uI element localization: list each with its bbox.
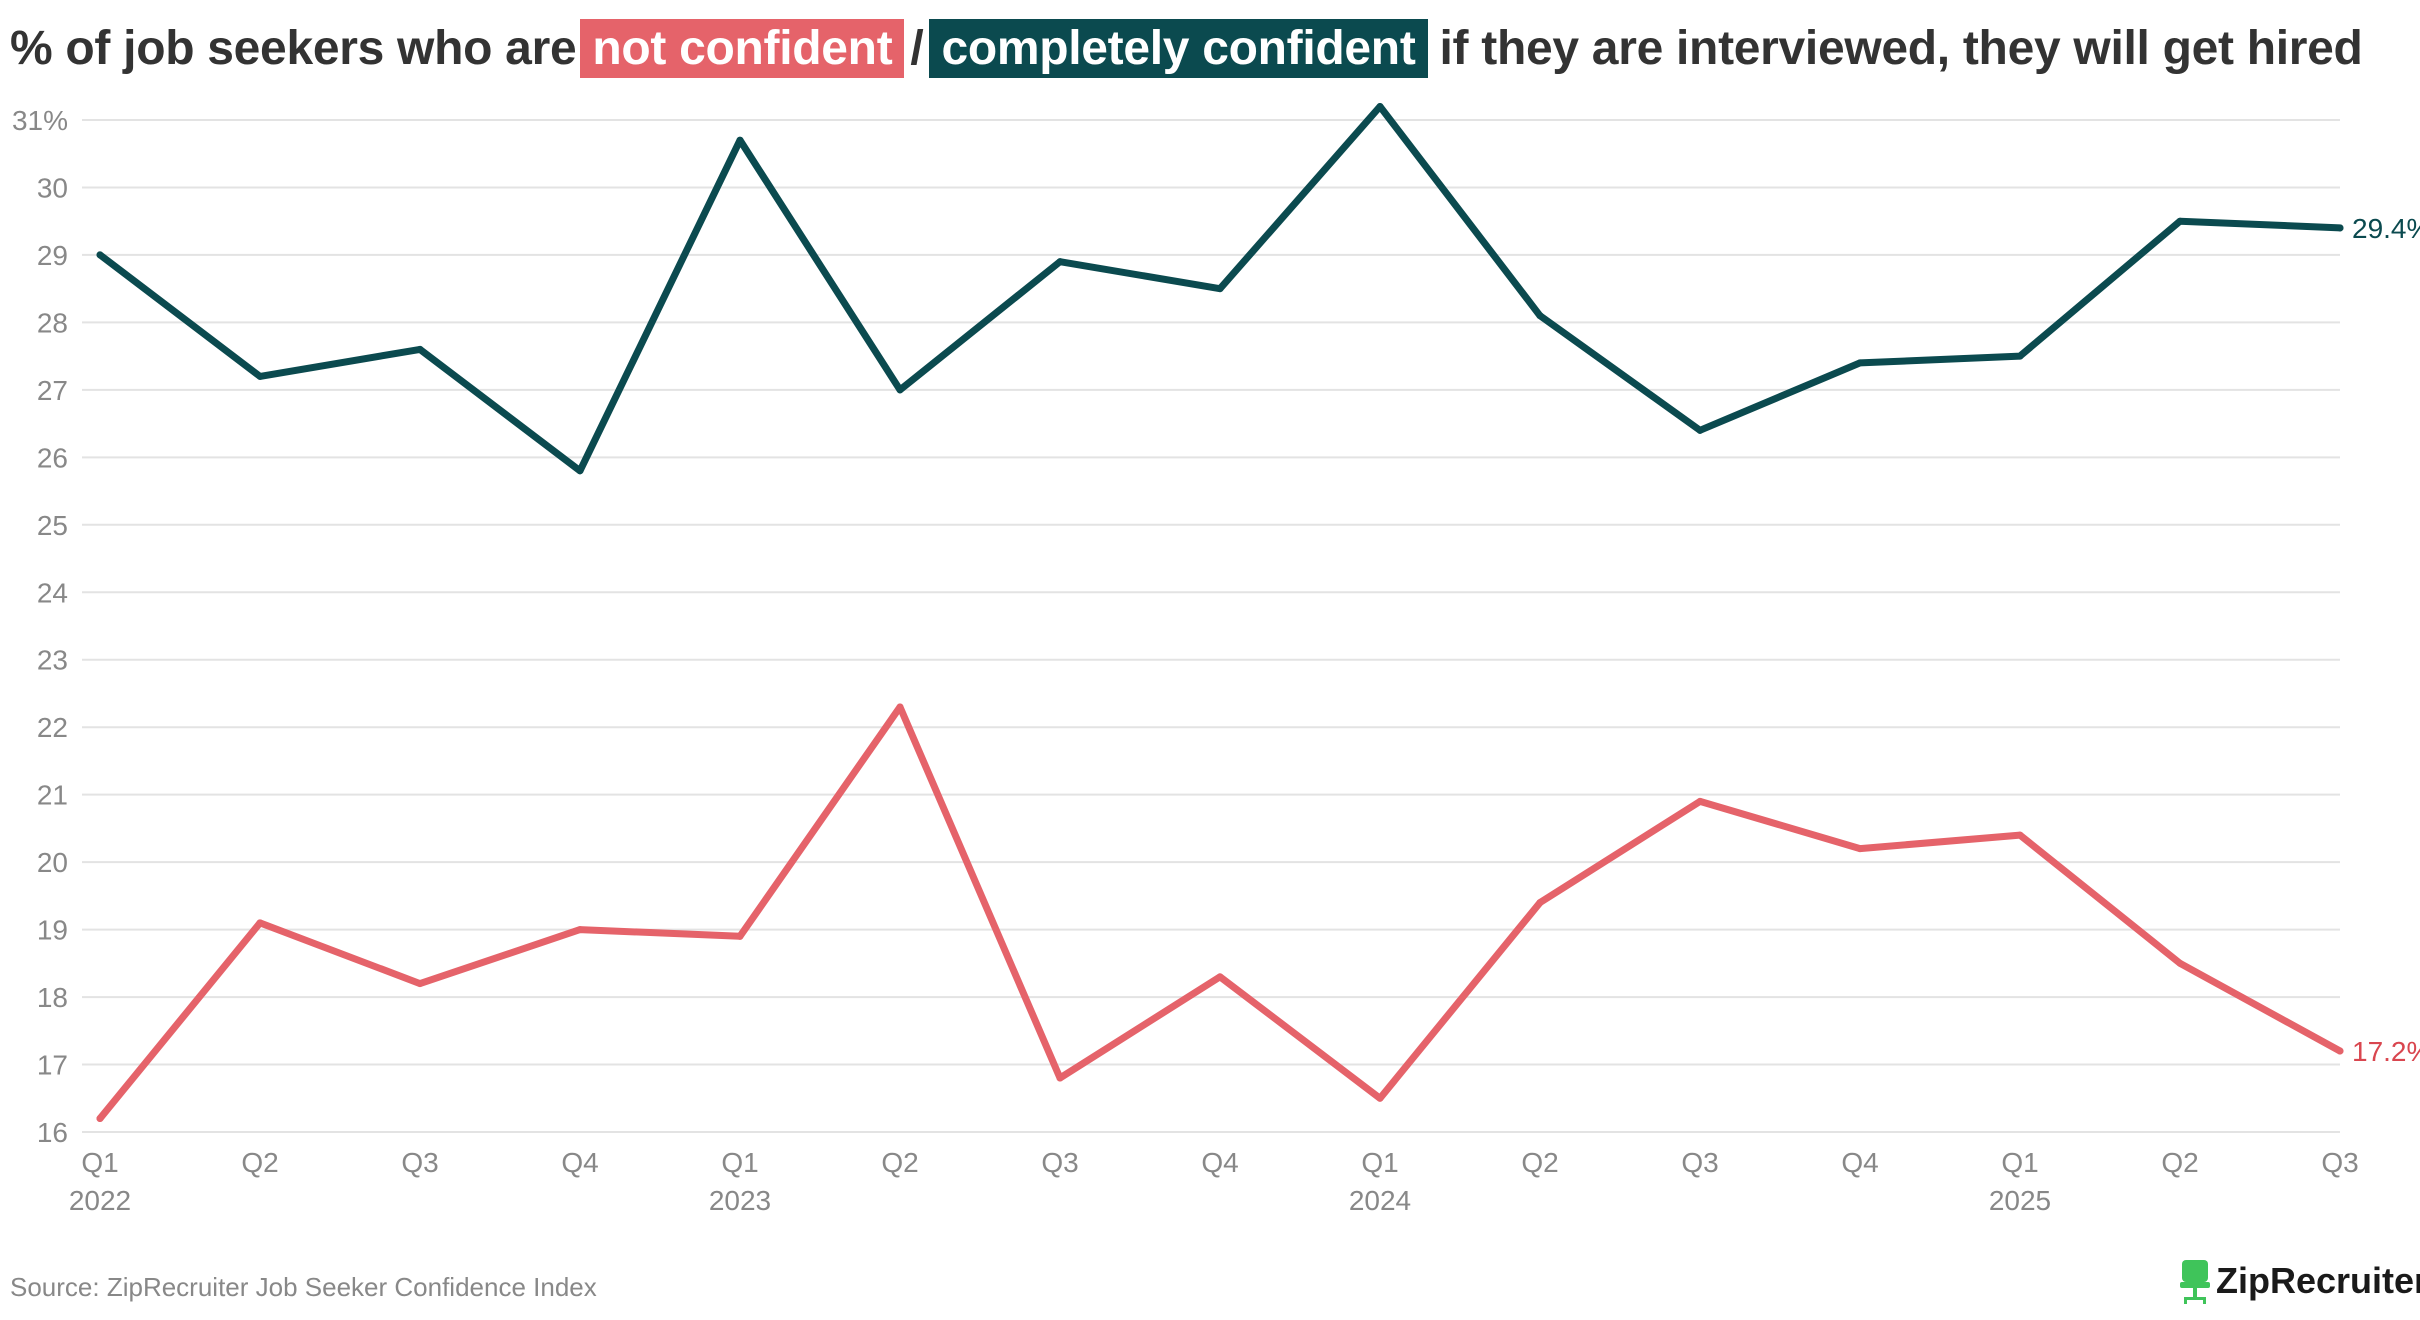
data-point-completely-confident xyxy=(736,136,744,144)
source-note: Source: ZipRecruiter Job Seeker Confiden… xyxy=(10,1272,597,1302)
x-year-label: 2023 xyxy=(709,1185,771,1216)
data-point-not-confident xyxy=(2176,959,2184,967)
y-tick-label: 27 xyxy=(37,375,68,406)
data-point-completely-confident xyxy=(1056,258,1064,266)
series-lines xyxy=(96,103,2344,1123)
x-tick-label: Q3 xyxy=(1681,1147,1718,1178)
x-tick-label: Q4 xyxy=(561,1147,598,1178)
title-separator: / xyxy=(910,21,924,75)
y-tick-label: 16 xyxy=(37,1117,68,1148)
data-point-not-confident xyxy=(576,926,584,934)
data-point-not-confident xyxy=(416,980,424,988)
title-suffix: if they are interviewed, they will get h… xyxy=(1439,21,2363,75)
end-label-completely-confident: 29.4% xyxy=(2352,213,2420,244)
x-tick-label: Q3 xyxy=(2321,1147,2358,1178)
data-point-not-confident xyxy=(1536,899,1544,907)
x-tick-label: Q1 xyxy=(1361,1147,1398,1178)
y-tick-label: 19 xyxy=(37,915,68,946)
x-tick-label: Q3 xyxy=(1041,1147,1078,1178)
brand-name: ZipRecruiter xyxy=(2216,1260,2420,1301)
gridlines xyxy=(82,119,2340,1133)
data-point-not-confident xyxy=(2016,831,2024,839)
chart-title: % of job seekers who are not confident /… xyxy=(10,8,2363,88)
y-tick-label: 25 xyxy=(37,510,68,541)
y-tick-label: 26 xyxy=(37,442,68,473)
x-tick-label: Q4 xyxy=(1201,1147,1238,1178)
data-point-not-confident xyxy=(1696,797,1704,805)
x-year-label: 2024 xyxy=(1349,1185,1411,1216)
x-tick-label: Q3 xyxy=(401,1147,438,1178)
y-tick-label: 23 xyxy=(37,645,68,676)
x-year-label: 2025 xyxy=(1989,1185,2051,1216)
y-tick-label: 29 xyxy=(37,240,68,271)
data-point-completely-confident xyxy=(2176,217,2184,225)
end-labels: 29.4% 17.2% xyxy=(2352,213,2420,1067)
y-axis-ticks: 16 17 18 19 20 21 22 23 24 25 26 27 28 29 30 31% xyxy=(12,105,68,1148)
series-line-not-confident xyxy=(96,703,2344,1122)
data-point-completely-confident xyxy=(1696,426,1704,434)
x-axis-ticks: Q1 2022 Q2 Q3 Q4 Q1 2023 Q2 Q3 Q4 Q1 2024 Q2 Q3 Q4 Q1 20… xyxy=(69,1147,2359,1216)
y-tick-label: 22 xyxy=(37,712,68,743)
y-tick-label: 31% xyxy=(12,105,68,136)
data-point-not-confident xyxy=(736,932,744,940)
data-point-not-confident xyxy=(2336,1047,2344,1055)
y-tick-label: 24 xyxy=(37,577,68,608)
data-point-completely-confident xyxy=(1376,103,1384,111)
data-point-completely-confident xyxy=(2016,352,2024,360)
x-tick-label: Q2 xyxy=(1521,1147,1558,1178)
data-point-completely-confident xyxy=(1856,359,1864,367)
data-point-completely-confident xyxy=(416,345,424,353)
data-point-not-confident xyxy=(96,1115,104,1123)
y-tick-label: 20 xyxy=(37,847,68,878)
data-point-not-confident xyxy=(1376,1094,1384,1102)
x-tick-label: Q1 xyxy=(2001,1147,2038,1178)
end-label-not-confident: 17.2% xyxy=(2352,1036,2420,1067)
x-tick-label: Q2 xyxy=(881,1147,918,1178)
title-highlight-completely-confident: completely confident xyxy=(929,18,1428,78)
data-point-completely-confident xyxy=(96,251,104,259)
data-point-not-confident xyxy=(256,919,264,927)
data-point-not-confident xyxy=(1216,973,1224,981)
x-tick-label: Q1 xyxy=(721,1147,758,1178)
data-point-not-confident xyxy=(1056,1074,1064,1082)
data-point-completely-confident xyxy=(1216,285,1224,293)
x-tick-label: Q1 xyxy=(81,1147,118,1178)
brand-logo: ZipRecruiter xyxy=(2180,1258,2420,1304)
x-tick-label: Q2 xyxy=(241,1147,278,1178)
x-year-label: 2022 xyxy=(69,1185,131,1216)
chair-icon xyxy=(2180,1260,2210,1304)
data-point-completely-confident xyxy=(896,386,904,394)
data-point-completely-confident xyxy=(576,467,584,475)
x-tick-label: Q2 xyxy=(2161,1147,2198,1178)
data-point-completely-confident xyxy=(256,372,264,380)
data-point-completely-confident xyxy=(1536,312,1544,320)
x-tick-label: Q4 xyxy=(1841,1147,1878,1178)
y-tick-label: 21 xyxy=(37,780,68,811)
y-tick-label: 18 xyxy=(37,982,68,1013)
data-point-not-confident xyxy=(896,703,904,711)
title-prefix: % of job seekers who are xyxy=(10,21,577,75)
title-highlight-not-confident: not confident xyxy=(580,18,905,78)
y-tick-label: 28 xyxy=(37,307,68,338)
y-tick-label: 17 xyxy=(37,1050,68,1081)
data-point-not-confident xyxy=(1856,845,1864,853)
data-point-completely-confident xyxy=(2336,224,2344,232)
y-tick-label: 30 xyxy=(37,172,68,203)
